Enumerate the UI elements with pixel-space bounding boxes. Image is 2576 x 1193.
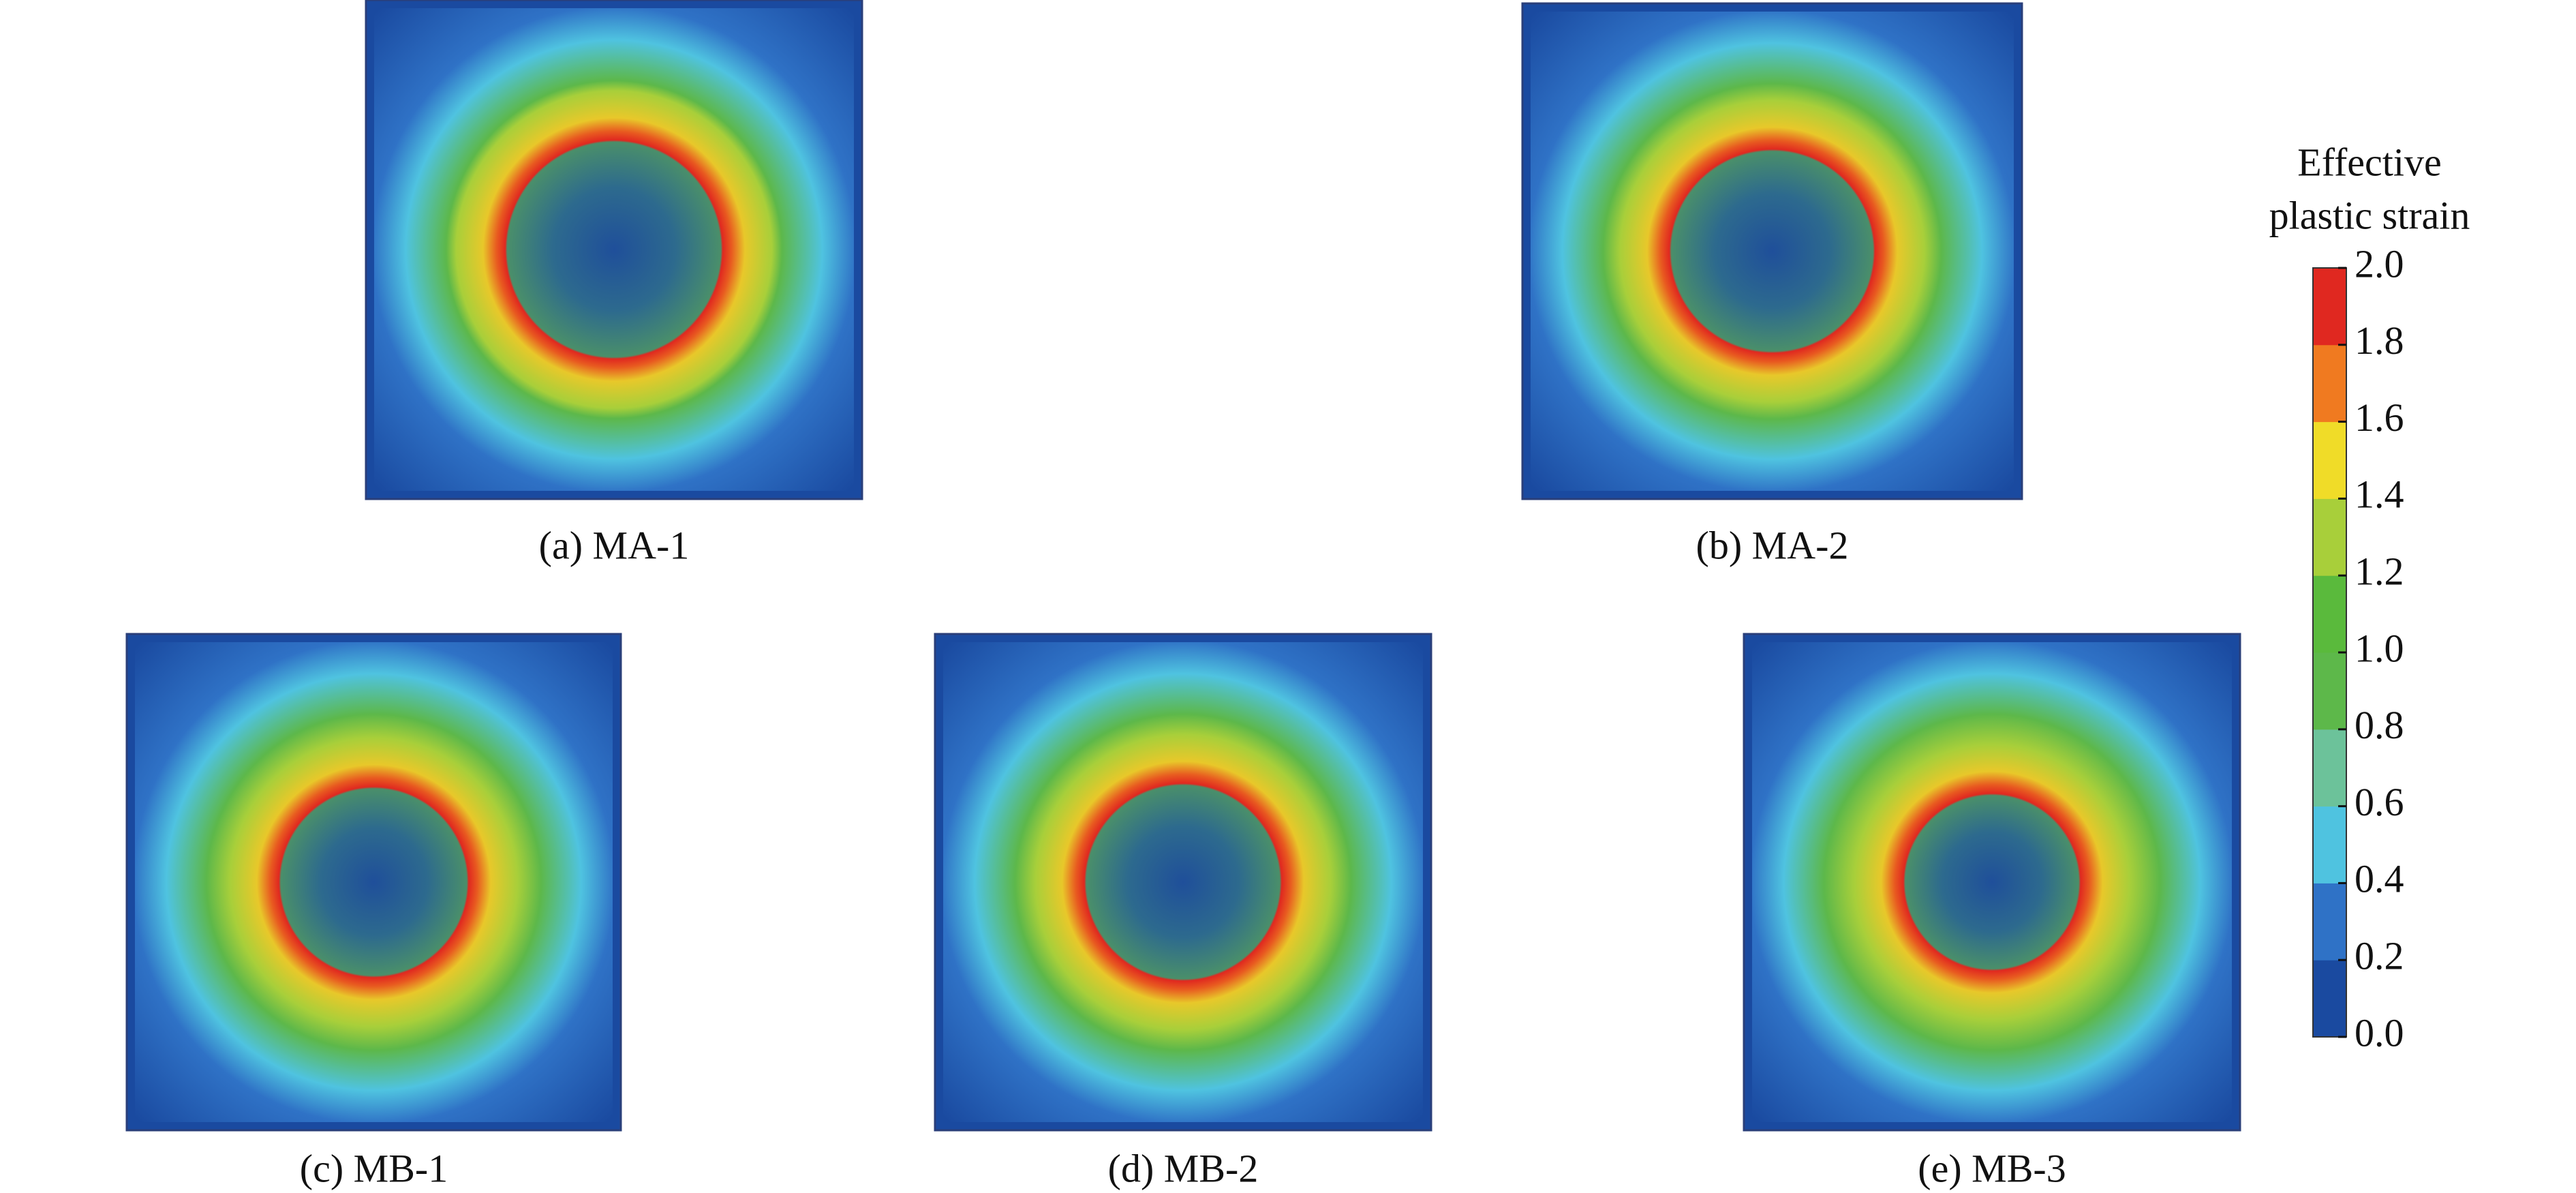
colorbar-tick-label: 0.8 — [2355, 703, 2404, 747]
colorbar-tick-label: 1.0 — [2355, 626, 2404, 670]
colorbar-tick-label: 0.6 — [2355, 780, 2404, 824]
colorbar-segment — [2313, 421, 2346, 499]
colorbar-segment — [2313, 960, 2346, 1038]
colorbar-tick-label: 1.4 — [2355, 472, 2404, 517]
contour-plot — [1752, 642, 2232, 1122]
colorbar-segment — [2313, 652, 2346, 730]
colorbar-segment — [2313, 575, 2346, 653]
colorbar-segment — [2313, 806, 2346, 884]
colorbar-segment — [2313, 268, 2346, 346]
colorbar-tick-label: 1.6 — [2355, 395, 2404, 440]
panel-label: (b) MA-2 — [1696, 523, 1849, 567]
colorbar-title: plastic strain — [2269, 193, 2470, 237]
contour-plot — [1531, 12, 2014, 491]
panel-label: (e) MB-3 — [1918, 1146, 2066, 1190]
colorbar-segment — [2313, 344, 2346, 423]
colorbar-tick-label: 1.8 — [2355, 318, 2404, 363]
colorbar-tick-label: 0.2 — [2355, 934, 2404, 978]
contour-plot — [135, 642, 613, 1122]
panel-label: (d) MB-2 — [1108, 1146, 1259, 1190]
colorbar-segment — [2313, 498, 2346, 576]
colorbar-tick-label: 0.0 — [2355, 1010, 2404, 1055]
colorbar-segment — [2313, 883, 2346, 961]
panel-label: (c) MB-1 — [300, 1146, 448, 1190]
colorbar-tick-label: 1.2 — [2355, 549, 2404, 594]
colorbar-segment — [2313, 729, 2346, 807]
colorbar-tick-label: 0.4 — [2355, 857, 2404, 901]
contour-plot — [374, 8, 854, 491]
contour-plot — [943, 642, 1423, 1122]
panel-label: (a) MA-1 — [539, 523, 690, 567]
colorbar-title: Effective — [2297, 140, 2441, 184]
colorbar-tick-label: 2.0 — [2355, 241, 2404, 286]
